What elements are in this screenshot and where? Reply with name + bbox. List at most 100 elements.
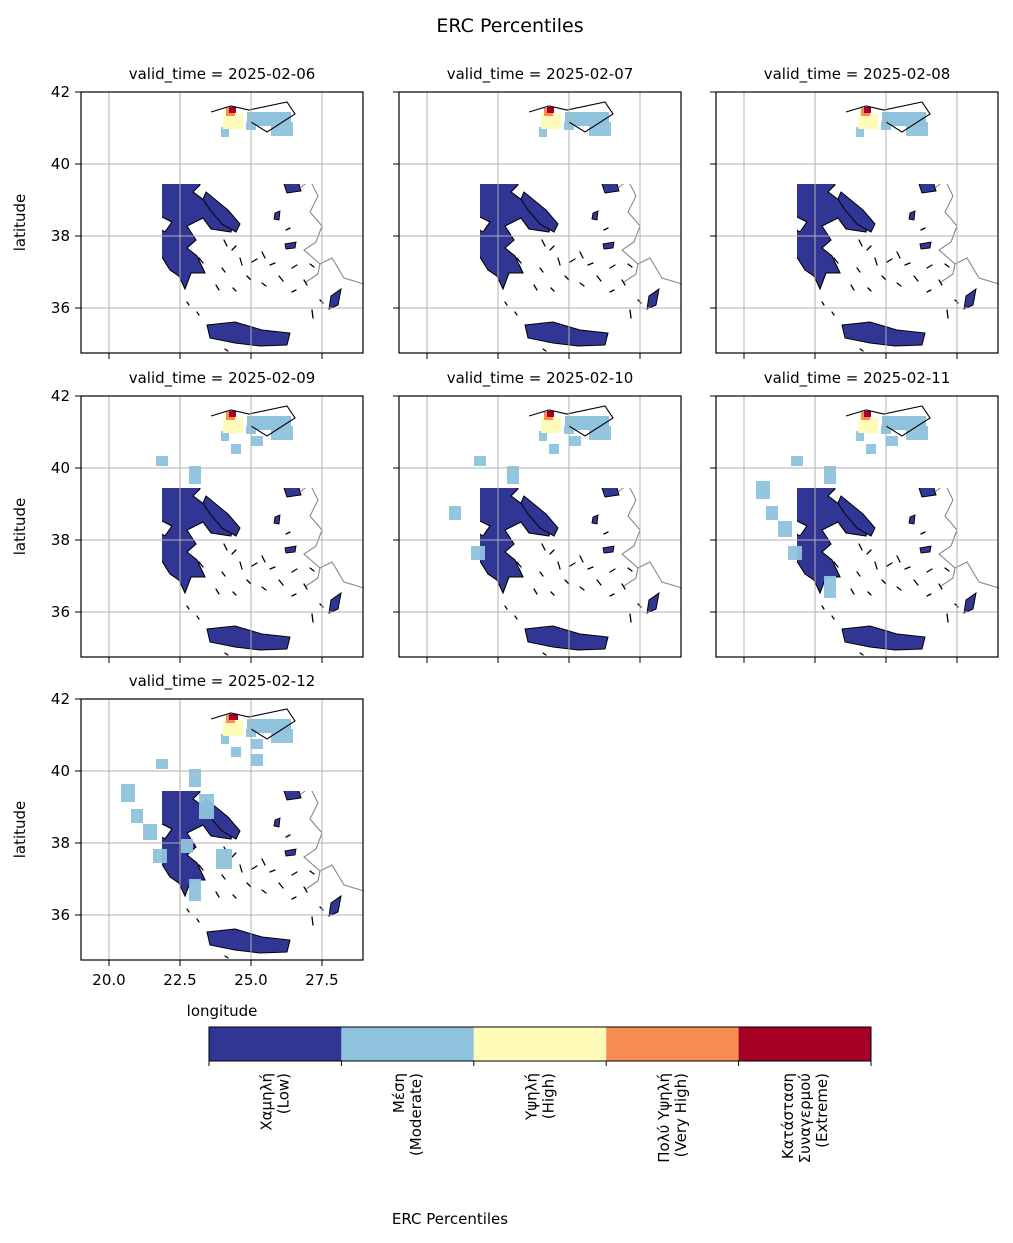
gridlines	[81, 699, 363, 960]
extreme-patch	[229, 107, 236, 113]
map-panel: valid_time = 2025-02-09 42 40 38 36 latitude	[11, 369, 365, 663]
erc-overlays	[156, 405, 296, 484]
plot-frame	[398, 395, 682, 658]
panel-title: valid_time = 2025-02-08	[764, 65, 951, 84]
axis-ticks	[75, 698, 323, 966]
moderate-patch	[231, 747, 241, 757]
axis-ticks	[75, 395, 323, 663]
moderate-patch	[199, 794, 214, 819]
moderate-patch	[589, 426, 611, 440]
x-tick-label: 25.0	[234, 971, 267, 989]
moderate-patch	[156, 759, 168, 769]
panel-title: valid_time = 2025-02-10	[447, 369, 634, 388]
colorbar-tick-label: (High)	[540, 1073, 558, 1119]
y-tick-label: 40	[51, 762, 70, 780]
map-panel: valid_time = 2025-02-08	[710, 65, 1000, 359]
y-axis-label: latitude	[11, 498, 29, 556]
map-panel: valid_time = 2025-02-10	[393, 369, 683, 663]
figure-title: ERC Percentiles	[436, 15, 583, 37]
gridlines	[399, 92, 681, 353]
moderate-patch	[549, 444, 559, 454]
moderate-patch	[131, 809, 143, 823]
plot-frame	[80, 91, 364, 354]
plot-frame	[398, 91, 682, 354]
high-patch	[858, 114, 878, 129]
colorbar-tick-label: Χαμηλή	[258, 1073, 276, 1131]
moderate-patch	[906, 122, 928, 136]
axis-ticks	[393, 395, 641, 663]
panel-title: valid_time = 2025-02-06	[129, 65, 316, 84]
extreme-patch	[229, 411, 236, 417]
colorbar-tick-label: Πολύ Υψηλή	[655, 1073, 673, 1163]
extreme-patch	[547, 411, 554, 417]
colorbar-tick-label: Κατάσταση	[779, 1073, 797, 1159]
colorbar-swatch	[606, 1027, 739, 1061]
moderate-patch	[778, 521, 792, 537]
moderate-patch	[449, 506, 461, 520]
erc-overlays	[756, 405, 931, 598]
erc-overlays	[121, 708, 296, 901]
high-patch	[223, 721, 243, 736]
y-tick-label: 42	[51, 83, 70, 101]
map-panel: valid_time = 2025-02-07	[393, 65, 683, 359]
moderate-patch	[507, 466, 519, 484]
gridlines	[716, 396, 998, 657]
moderate-patch	[471, 546, 485, 560]
colorbar-tick-label: Μέση	[390, 1073, 408, 1113]
moderate-patch	[271, 122, 293, 136]
moderate-patch	[766, 506, 778, 520]
erc-overlays	[449, 405, 614, 560]
moderate-patch	[221, 734, 229, 744]
erc-overlays	[528, 101, 614, 137]
high-patch	[541, 418, 561, 433]
moderate-patch	[216, 849, 232, 869]
plot-frame	[80, 698, 364, 961]
map-panel: valid_time = 2025-02-11	[710, 369, 1000, 663]
moderate-patch	[121, 784, 135, 802]
axis-ticks	[75, 91, 323, 359]
x-tick-label: 27.5	[305, 971, 338, 989]
moderate-patch	[156, 456, 168, 466]
colorbar-tick-label: (Moderate)	[407, 1073, 425, 1156]
moderate-patch	[539, 431, 547, 441]
panel-title: valid_time = 2025-02-09	[129, 369, 316, 388]
colorbar-tick-label: Συναγερμού	[796, 1073, 814, 1163]
plot-frame	[715, 395, 999, 658]
panel-title: valid_time = 2025-02-07	[447, 65, 634, 84]
x-tick-label: 22.5	[163, 971, 196, 989]
moderate-patch	[189, 879, 201, 901]
high-patch	[223, 418, 243, 433]
moderate-patch	[271, 729, 293, 743]
axis-ticks	[393, 91, 641, 359]
colorbar-tick-label: (Extreme)	[813, 1073, 831, 1148]
colorbar: Χαμηλή (Low) Μέση (Moderate) Υψηλή (High) Πολύ…	[208, 1026, 872, 1228]
x-axis-label: longitude	[187, 1002, 258, 1020]
colorbar-tick-label: Υψηλή	[523, 1073, 541, 1121]
colorbar-swatch	[738, 1027, 871, 1061]
moderate-patch	[231, 444, 241, 454]
gridlines	[81, 396, 363, 657]
high-patch	[541, 114, 561, 129]
moderate-patch	[474, 456, 486, 466]
gridlines	[716, 92, 998, 353]
moderate-patch	[856, 431, 864, 441]
high-patch	[223, 114, 243, 129]
moderate-patch	[824, 466, 836, 484]
gridlines	[81, 92, 363, 353]
panel-title: valid_time = 2025-02-12	[129, 672, 316, 691]
moderate-patch	[906, 426, 928, 440]
colorbar-tick-label: (Low)	[275, 1073, 293, 1114]
extreme-patch	[229, 714, 238, 720]
y-axis-label: latitude	[11, 194, 29, 252]
moderate-patch	[539, 127, 547, 137]
moderate-patch	[824, 576, 836, 598]
colorbar-swatch	[341, 1027, 474, 1061]
moderate-patch	[251, 739, 263, 749]
colorbar-frame	[208, 1026, 872, 1062]
y-tick-label: 38	[51, 227, 70, 245]
extreme-patch	[864, 411, 871, 417]
gridlines	[399, 396, 681, 657]
colorbar-tick-label: (Very High)	[672, 1073, 690, 1157]
moderate-patch	[756, 481, 770, 499]
colorbar-swatch	[209, 1027, 342, 1061]
